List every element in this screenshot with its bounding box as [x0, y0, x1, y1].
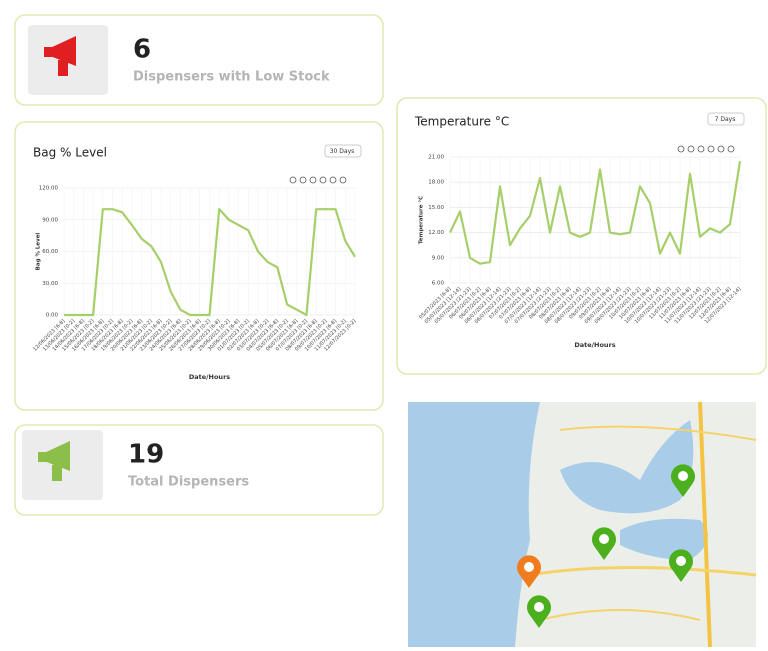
- toolbar-icon[interactable]: [329, 176, 337, 184]
- toolbar-icon[interactable]: [309, 176, 317, 184]
- chart-title: Bag % Level: [33, 146, 107, 160]
- toolbar-icon[interactable]: [289, 176, 297, 184]
- toolbar-icon[interactable]: [339, 176, 347, 184]
- toolbar-icon[interactable]: [319, 176, 327, 184]
- toolbar-icon[interactable]: [707, 145, 715, 153]
- megaphone-icon: [44, 36, 76, 76]
- x-axis-title: Date/Hours: [189, 373, 230, 381]
- toolbar-icon[interactable]: [687, 145, 695, 153]
- range-dropdown-label: 7 Days: [715, 116, 736, 123]
- data-line: [64, 208, 356, 317]
- x-axis-title: Date/Hours: [574, 341, 615, 349]
- map-marker[interactable]: [527, 595, 552, 628]
- map-marker[interactable]: [517, 555, 541, 588]
- card: [14, 121, 384, 411]
- map-marker[interactable]: [592, 527, 617, 560]
- toolbar-icon[interactable]: [697, 145, 705, 153]
- y-tick-label: 18.00: [428, 180, 444, 186]
- y-tick-label: 9.00: [432, 255, 445, 261]
- toolbar-icon[interactable]: [677, 145, 685, 153]
- stat-value: 19: [128, 440, 164, 470]
- y-tick-label: 21.00: [428, 155, 444, 161]
- data-line: [449, 161, 742, 265]
- range-dropdown-label: 30 Days: [330, 148, 355, 155]
- megaphone-icon: [38, 441, 70, 481]
- toolbar-icon[interactable]: [727, 145, 735, 153]
- y-axis-title: Bag % Level: [36, 233, 42, 271]
- y-tick-label: 30.00: [42, 281, 58, 287]
- y-tick-label: 12.00: [428, 230, 444, 236]
- stat-label: Total Dispensers: [128, 475, 249, 490]
- toolbar-icon[interactable]: [717, 145, 725, 153]
- stat-value: 6: [133, 35, 151, 65]
- chart-title: Temperature °C: [414, 115, 509, 129]
- y-tick-label: 15.00: [428, 205, 444, 211]
- y-tick-label: 60.00: [42, 249, 58, 255]
- map: [408, 401, 757, 648]
- map-marker[interactable]: [670, 464, 696, 497]
- stat-label: Dispensers with Low Stock: [133, 70, 330, 85]
- range-dropdown[interactable]: [324, 144, 362, 158]
- y-axis-title: Temperature °C: [419, 196, 425, 244]
- range-dropdown[interactable]: [707, 112, 745, 126]
- y-tick-label: 90.00: [42, 217, 58, 223]
- y-tick-label: 120.00: [39, 186, 59, 192]
- map-marker[interactable]: [669, 549, 693, 582]
- card: [14, 424, 384, 516]
- y-tick-label: 0.00: [46, 313, 59, 319]
- y-tick-label: 6.00: [432, 281, 445, 287]
- toolbar-icon[interactable]: [299, 176, 307, 184]
